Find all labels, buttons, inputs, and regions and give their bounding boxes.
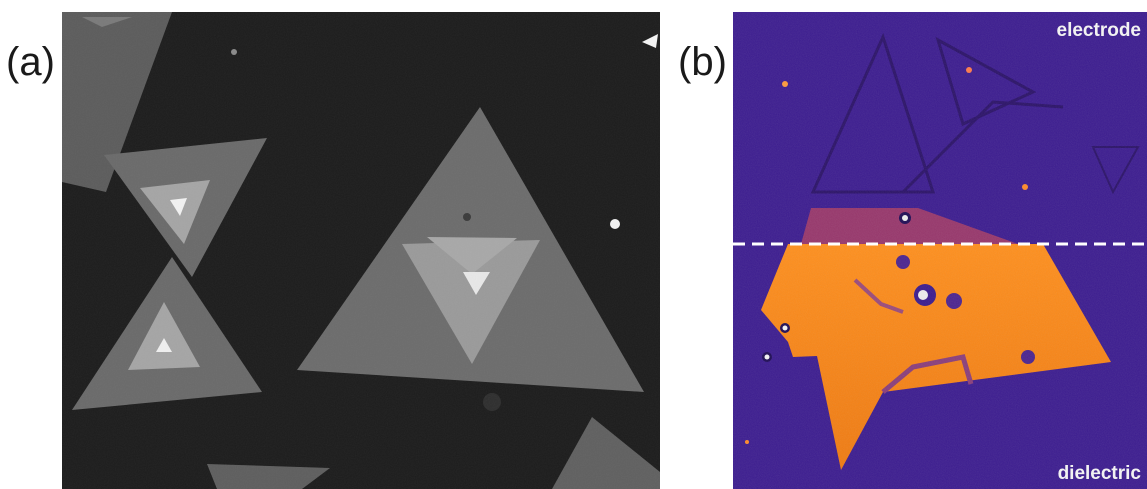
panel-label-b: (b) <box>678 40 727 84</box>
panel-label-a: (a) <box>6 40 55 84</box>
dielectric-label: dielectric <box>1057 463 1141 484</box>
micrograph-panel-a <box>62 12 660 489</box>
electrode-label: electrode <box>1056 20 1141 41</box>
grain-overlay <box>62 12 660 489</box>
false-color-b-image <box>733 12 1147 489</box>
grain-overlay <box>733 12 1147 489</box>
false-color-panel-b: electrode dielectric <box>733 12 1147 489</box>
micrograph-a-image <box>62 12 660 489</box>
